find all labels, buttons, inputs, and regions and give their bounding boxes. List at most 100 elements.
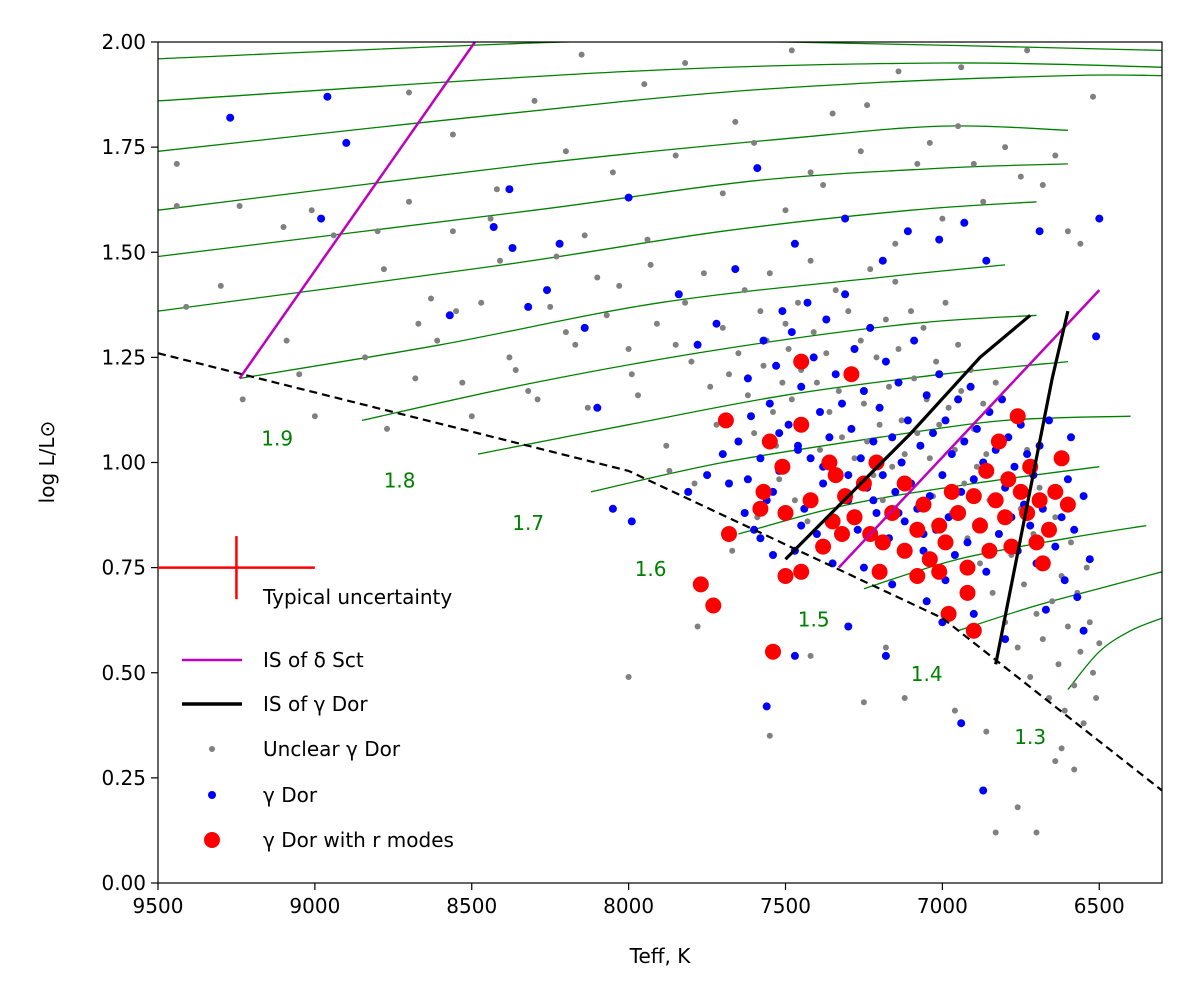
rmodes-point (871, 563, 888, 580)
unclear-gdor-point (562, 329, 569, 336)
y-tick-label: 0.75 (101, 556, 146, 580)
unclear-gdor-point (594, 274, 601, 281)
unclear-gdor-point (1058, 745, 1065, 752)
typical-uncertainty-errorbar (158, 536, 315, 600)
unclear-gdor-point (886, 383, 892, 390)
unclear-gdor-point (1077, 240, 1084, 247)
unclear-gdor-point (810, 329, 817, 336)
unclear-gdor-point (625, 674, 632, 680)
is-gdor-line (994, 310, 1070, 665)
unclear-gdor-point (236, 203, 243, 209)
rmodes-points (692, 353, 1076, 660)
rmodes-point (896, 542, 913, 559)
gdor-point (841, 290, 850, 299)
rmodes-point (846, 509, 863, 526)
track-mass-label: 1.5 (798, 608, 830, 632)
gdor-point (580, 323, 589, 332)
unclear-gdor-point (1064, 228, 1071, 235)
rmodes-point (921, 551, 938, 568)
legend-marker-gdor (208, 791, 216, 799)
y-tick-label: 0.00 (101, 871, 146, 895)
unclear-gdor-point (914, 160, 921, 167)
evolutionary-track (361, 314, 1037, 422)
gdor-point (982, 567, 991, 576)
is-dsct-line (837, 289, 1101, 569)
rmodes-point (965, 488, 982, 505)
track-mass-label: 1.9 (261, 427, 293, 451)
y-tick-label: 0.50 (101, 661, 146, 685)
unclear-gdor-point (493, 186, 500, 193)
rmodes-point (834, 526, 850, 542)
unclear-gdor-point (876, 421, 883, 428)
legend: IS of δ Sct IS of γ Dor Unclear γ Dor γ … (182, 648, 454, 852)
gdor-point (743, 374, 752, 383)
gdor-point (762, 702, 771, 711)
track-mass-labels: 1.9 1.8 1.7 1.6 1.5 1.4 1.3 (261, 427, 1046, 750)
gdor-point (765, 399, 774, 408)
x-tick-label: 9000 (289, 894, 340, 918)
gdor-point (872, 509, 881, 517)
gdor-point (1067, 433, 1075, 442)
unclear-gdor-point (663, 442, 670, 449)
gdor-point (966, 382, 975, 391)
rmodes-point (815, 538, 832, 555)
unclear-gdor-point (879, 497, 886, 504)
unclear-gdor-point (992, 379, 999, 386)
unclear-gdor-point (688, 358, 695, 365)
gdor-point (1092, 332, 1101, 341)
rmodes-point (705, 597, 722, 614)
unclear-gdor-point (584, 404, 591, 411)
rmodes-point (950, 505, 967, 521)
unclear-gdor-point (616, 282, 623, 289)
rmodes-point (755, 483, 772, 500)
gdor-point (935, 235, 944, 244)
gdor-point (489, 223, 498, 231)
gdor-point (941, 416, 950, 425)
unclear-gdor-point (672, 341, 679, 348)
evolutionary-track (158, 42, 1162, 60)
gdor-point (775, 429, 784, 438)
gdor-point (1010, 462, 1019, 471)
unclear-gdor-point (525, 388, 532, 394)
rmodes-point (884, 505, 901, 521)
gdor-point (900, 517, 909, 526)
unclear-gdor-point (898, 417, 905, 424)
gdor-point (624, 193, 633, 202)
rmodes-point (774, 458, 791, 475)
x-tick-label: 6500 (1074, 894, 1125, 918)
unclear-gdor-point (691, 480, 698, 487)
unclear-gdor-point (892, 240, 899, 247)
unclear-gdor-point (807, 257, 814, 264)
unclear-gdor-point (926, 455, 933, 462)
unclear-gdor-point (1055, 661, 1062, 668)
gdor-point (1051, 542, 1060, 551)
rmodes-point (931, 563, 948, 580)
unclear-gdor-point (936, 421, 943, 428)
unclear-gdor-point (700, 270, 707, 277)
gdor-point (859, 387, 868, 395)
gdor-point (979, 786, 988, 795)
gdor-point (627, 517, 636, 526)
unclear-gdor-point (239, 396, 246, 403)
unclear-gdor-point (380, 266, 387, 273)
gdor-point (922, 597, 931, 606)
rmodes-point (1028, 534, 1045, 551)
gdor-point (903, 416, 912, 425)
unclear-gdor-point (1033, 610, 1040, 617)
gdor-point (954, 395, 963, 404)
x-tick-label: 7500 (760, 894, 811, 918)
unclear-gdor-point (713, 421, 720, 428)
gdor-point (903, 227, 912, 236)
unclear-gdor-point (851, 455, 858, 462)
unclear-gdor-point (795, 299, 801, 306)
rmodes-point (692, 576, 709, 593)
gdor-point (543, 286, 551, 295)
gdor-point (881, 651, 890, 660)
unclear-gdor-point (895, 346, 902, 352)
gdor-point (593, 403, 602, 412)
unclear-gdor-point (1024, 47, 1031, 54)
unclear-gdor-point (1002, 144, 1009, 151)
unclear-gdor-point (942, 299, 949, 306)
gdor-point (994, 530, 1003, 538)
